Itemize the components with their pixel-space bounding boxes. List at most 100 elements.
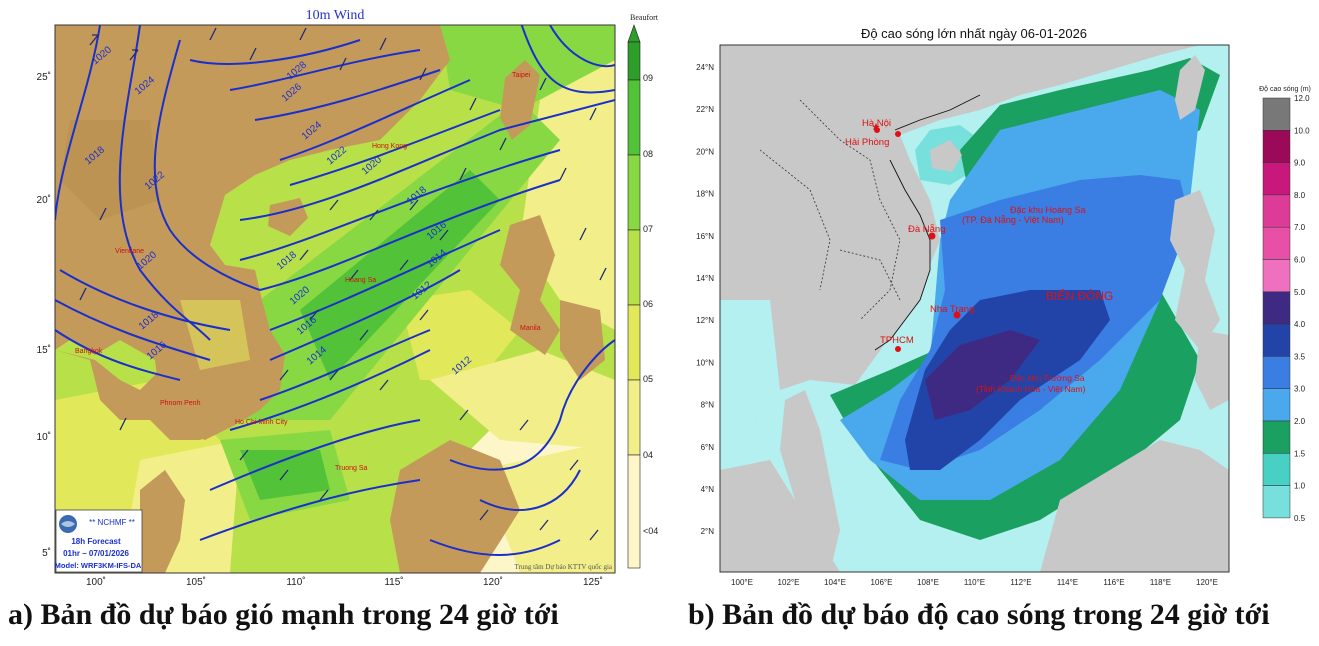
wave-colorbar-tick-label: 6.0 bbox=[1294, 256, 1306, 265]
lat-tick-label: 6°N bbox=[701, 443, 715, 452]
colorbar-swatch bbox=[1262, 130, 1291, 163]
lon-tick-label: 110°E bbox=[964, 578, 985, 585]
wave-map-svg: Độ cao sóng lớn nhất ngày 06-01-2026 bbox=[696, 26, 1311, 587]
colorbar-swatch bbox=[1262, 485, 1291, 519]
lon-tick-label: 106°E bbox=[871, 578, 893, 585]
lat-tick-label: 25˚ bbox=[37, 71, 51, 83]
wave-colorbar-tick-label: 8.0 bbox=[1294, 191, 1306, 200]
lat-tick-label: 12°N bbox=[696, 316, 714, 325]
place-label: Phnom Penh bbox=[160, 400, 201, 407]
wind-map-field bbox=[55, 25, 615, 573]
sea-label: (Tỉnh Khánh Hòa - Việt Nam) bbox=[976, 384, 1086, 394]
caption-wave-map: b) Bản đồ dự báo độ cao sóng trong 24 gi… bbox=[688, 598, 1270, 631]
lon-tick-label: 110˚ bbox=[286, 576, 305, 585]
wind-forecast-map: 10m Wind bbox=[0, 0, 660, 588]
lon-tick-label: 115˚ bbox=[384, 576, 403, 585]
beaufort-tick-label: 05 bbox=[643, 374, 653, 384]
info-forecast: 18h Forecast bbox=[71, 537, 121, 546]
place-label: Truong Sa bbox=[335, 465, 368, 472]
lon-tick-label: 100°E bbox=[731, 578, 753, 585]
lat-tick-label: 8°N bbox=[701, 401, 715, 410]
sea-label: Đặc khu Hoàng Sa bbox=[1010, 205, 1086, 215]
colorbar-swatch bbox=[1262, 226, 1291, 260]
beaufort-colorbar: Beaufort 09 08 07 06 05 04 <04 bbox=[627, 13, 659, 569]
lon-tick-label: 112°E bbox=[1010, 578, 1031, 585]
lon-tick-label: 120°E bbox=[1196, 578, 1218, 585]
wave-map-field bbox=[720, 45, 1229, 572]
lon-tick-label: 125˚ bbox=[583, 576, 603, 585]
lat-tick-label: 16°N bbox=[696, 232, 714, 241]
colorbar-swatch bbox=[1262, 453, 1291, 486]
sea-label: BIỂN ĐÔNG bbox=[1046, 288, 1113, 303]
nchmf-info-box: ** NCHMF ** 18h Forecast 01hr – 07/01/20… bbox=[55, 509, 143, 573]
wind-lon-labels: 100˚ 105˚ 110˚ 115˚ 120˚ 125˚ bbox=[86, 576, 603, 588]
wave-city-labels: Hà Nội Hải Phòng Đà Nẵng Nha Trang TPHCM bbox=[845, 118, 974, 346]
colorbar-swatch bbox=[1262, 356, 1291, 389]
wind-place-labels: Taipei Hong Kong Vientiane Hoang Sa Bangkok P… bbox=[75, 72, 541, 472]
place-label: Manila bbox=[520, 325, 541, 332]
wave-colorbar-tick-label: 12.0 bbox=[1294, 94, 1310, 103]
lat-tick-label: 2°N bbox=[701, 527, 715, 536]
caption-wind-map: a) Bản đồ dự báo gió mạnh trong 24 giờ t… bbox=[8, 598, 559, 631]
info-org: ** NCHMF ** bbox=[89, 518, 135, 527]
colorbar-swatch bbox=[1262, 97, 1291, 131]
colorbar-swatch bbox=[1262, 420, 1291, 454]
wave-colorbar-tick-label: 3.0 bbox=[1294, 385, 1306, 394]
colorbar-swatch bbox=[1262, 194, 1291, 228]
wave-colorbar-tick-label: 9.0 bbox=[1294, 159, 1306, 168]
lat-tick-label: 14°N bbox=[696, 274, 714, 283]
lon-tick-label: 114°E bbox=[1057, 578, 1078, 585]
colorbar-swatch bbox=[1262, 291, 1291, 325]
lon-tick-label: 104°E bbox=[824, 578, 846, 585]
wave-colorbar-tick-label: 5.0 bbox=[1294, 288, 1306, 297]
city-label: Đà Nẵng bbox=[908, 224, 946, 235]
wind-map-title: 10m Wind bbox=[306, 8, 365, 23]
colorbar-swatch bbox=[1262, 323, 1291, 357]
wave-height-map: Độ cao sóng lớn nhất ngày 06-01-2026 bbox=[680, 0, 1319, 587]
lat-tick-label: 20˚ bbox=[37, 194, 51, 206]
beaufort-tick-label: <04 bbox=[643, 526, 658, 536]
wind-map-credit: Trung tâm Dự báo KTTV quốc gia bbox=[514, 563, 612, 571]
wave-colorbar-tick-label: 3.5 bbox=[1294, 352, 1306, 361]
wave-colorbar: Độ cao sóng (m) 12.0 10.0 9.0 8.0 7.0 6.0 5.0 4… bbox=[1259, 86, 1311, 523]
colorbar-swatch bbox=[1262, 388, 1291, 422]
beaufort-tick-label: 07 bbox=[643, 224, 653, 234]
place-label: Hong Kong bbox=[372, 143, 407, 150]
lat-tick-label: 20°N bbox=[696, 147, 714, 156]
wind-map-svg: 10m Wind bbox=[37, 8, 659, 588]
wave-colorbar-tick-label: 1.5 bbox=[1294, 449, 1306, 458]
lat-tick-label: 15˚ bbox=[37, 344, 51, 356]
colorbar-swatch bbox=[1262, 162, 1291, 196]
place-label: Hoang Sa bbox=[345, 277, 376, 284]
lon-tick-label: 118°E bbox=[1150, 578, 1171, 585]
lon-tick-label: 102°E bbox=[778, 578, 800, 585]
lat-tick-label: 22°N bbox=[696, 105, 714, 114]
wave-colorbar-title: Độ cao sóng (m) bbox=[1259, 86, 1311, 93]
wind-map-frame bbox=[54, 24, 616, 574]
wave-lon-labels: 100°E 102°E 104°E 106°E 108°E 110°E 112°E 114°E… bbox=[731, 578, 1218, 587]
wave-colorbar-tick-label: 2.0 bbox=[1294, 417, 1306, 426]
city-label: Hải Phòng bbox=[845, 137, 889, 148]
lon-tick-label: 105˚ bbox=[186, 576, 206, 585]
place-label: Ho Chi Minh City bbox=[235, 419, 288, 426]
place-label: Bangkok bbox=[75, 348, 103, 355]
beaufort-tick-label: 08 bbox=[643, 149, 653, 159]
place-label: Taipei bbox=[512, 72, 531, 79]
beaufort-tick-label: 04 bbox=[643, 450, 653, 460]
wave-sea-labels: Đặc khu Hoàng Sa(TP. Đà Nẵng - Việt Nam)… bbox=[962, 205, 1113, 394]
beaufort-tick-label: 09 bbox=[643, 73, 653, 83]
city-label: TPHCM bbox=[880, 335, 914, 346]
sea-label: (TP. Đà Nẵng - Việt Nam) bbox=[962, 215, 1064, 225]
wave-colorbar-tick-label: 7.0 bbox=[1294, 223, 1306, 232]
wave-colorbar-tick-label: 1.0 bbox=[1294, 482, 1306, 491]
info-model: Model: WRF3KM-IFS-DA bbox=[55, 561, 142, 570]
lon-tick-label: 120˚ bbox=[483, 576, 503, 585]
wave-colorbar-tick-label: 0.5 bbox=[1294, 514, 1306, 523]
colorbar-swatch bbox=[1262, 259, 1291, 293]
sea-label: Đặc khu Trường Sa bbox=[1010, 373, 1085, 383]
lat-tick-label: 10˚ bbox=[37, 431, 51, 443]
lon-tick-label: 116°E bbox=[1103, 578, 1124, 585]
wave-colorbar-tick-label: 10.0 bbox=[1294, 126, 1310, 135]
beaufort-tick-label: 06 bbox=[643, 299, 653, 309]
lat-tick-label: 24°N bbox=[696, 63, 714, 72]
